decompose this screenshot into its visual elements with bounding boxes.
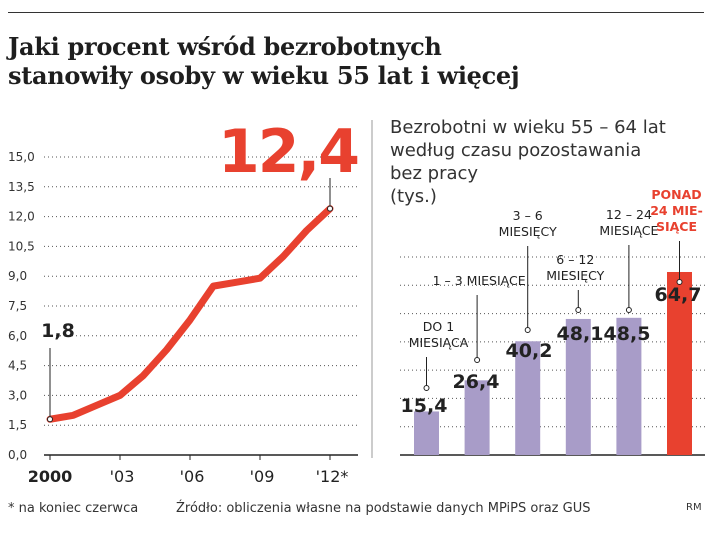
line-y-tick-label: 0,0 <box>8 448 27 462</box>
subtitle-line-4: (tys.) <box>390 186 437 207</box>
bar <box>464 380 490 455</box>
bar-category-label: 1 – 3 MIESIĄCE <box>433 273 526 288</box>
headline: Jaki procent wśród bezrobotnych stanowił… <box>8 32 568 90</box>
annotation-point <box>327 205 333 212</box>
line-y-tick-label: 6,0 <box>8 329 27 343</box>
bar-category-label: MIESIĘCY <box>499 224 557 239</box>
bar-leader-point <box>575 307 582 313</box>
annotation-label-end: 12,4 <box>218 117 358 187</box>
bar-category-label: SIĄCE <box>656 219 697 234</box>
headline-line-2: stanowiły osoby w wieku 55 lat i więcej <box>8 61 520 90</box>
bar-category-label: MIESIĄCA <box>409 335 469 350</box>
subtitle-line-1: Bezrobotni w wieku 55 – 64 lat <box>390 117 666 138</box>
source-note: Źródło: obliczenia własne na podstawie d… <box>176 501 591 516</box>
line-y-tick-label: 10,5 <box>8 239 35 253</box>
line-y-tick-label: 1,5 <box>8 418 27 432</box>
line-y-tick-label: 7,5 <box>8 299 27 313</box>
subtitle-line-2: według czasu pozostawania <box>390 140 642 161</box>
line-y-tick-label: 3,0 <box>8 388 27 402</box>
bar-leader-point <box>524 327 531 333</box>
bar-category-label: MIESIĄCE <box>599 223 658 238</box>
line-x-tick-label: 2000 <box>28 467 73 486</box>
line-x-tick-label: '12* <box>316 467 349 486</box>
bar-leader-point <box>625 307 632 313</box>
bar-value-label: 48,5 <box>604 323 651 345</box>
bar-leader-point <box>423 385 430 391</box>
bar <box>667 271 692 455</box>
line-x-tick-label: '06 <box>180 467 205 486</box>
bar-value-label: 48,1 <box>557 323 604 345</box>
author-credit: RM <box>686 502 702 513</box>
bar-category-label: 6 – 12 <box>556 252 594 267</box>
bar <box>565 318 591 455</box>
line-chart: 0,0 1,5 3,0 4,5 6,0 7,5 9,0 10,5 12,0 13,5 15,0 200… <box>8 117 360 486</box>
subtitle-line-3: bez pracy <box>390 163 479 184</box>
line-x-tick-label: '09 <box>250 467 275 486</box>
line-series <box>46 205 334 423</box>
top-rule <box>8 12 704 13</box>
line-y-tick-label: 15,0 <box>8 150 35 164</box>
bar-leader-point <box>474 357 481 363</box>
bar-category-label: 3 – 6 <box>513 208 543 223</box>
headline-line-1: Jaki procent wśród bezrobotnych <box>8 32 442 61</box>
bar-value-label: 15,4 <box>401 395 448 417</box>
line-y-tick-label: 12,0 <box>8 210 35 224</box>
line-y-tick-label: 9,0 <box>8 269 27 283</box>
bar-category-label: 24 MIE- <box>650 203 703 218</box>
footnote: * na koniec czerwca <box>8 501 139 516</box>
bar <box>515 341 541 455</box>
bar-category-label: DO 1 <box>423 319 454 334</box>
bar-value-label: 26,4 <box>453 371 500 393</box>
bar-chart-subtitle: Bezrobotni w wieku 55 – 64 lat według cz… <box>390 116 710 208</box>
annotation-point <box>47 416 53 423</box>
line-y-tick-label: 4,5 <box>8 359 27 373</box>
bar-value-label: 40,2 <box>506 340 553 362</box>
bar-category-label: MIESIĘCY <box>546 268 604 283</box>
bar-value-label: 64,7 <box>655 284 702 306</box>
annotation-label-start: 1,8 <box>41 320 75 342</box>
bar <box>414 411 439 455</box>
bar-category-label: 12 – 24 <box>606 207 652 222</box>
line-x-tick-label: '03 <box>110 467 135 486</box>
bar-category-label: PONAD <box>651 187 701 202</box>
bar-leader-point <box>676 279 683 285</box>
bar <box>616 317 642 455</box>
line-y-tick-label: 13,5 <box>8 180 35 194</box>
